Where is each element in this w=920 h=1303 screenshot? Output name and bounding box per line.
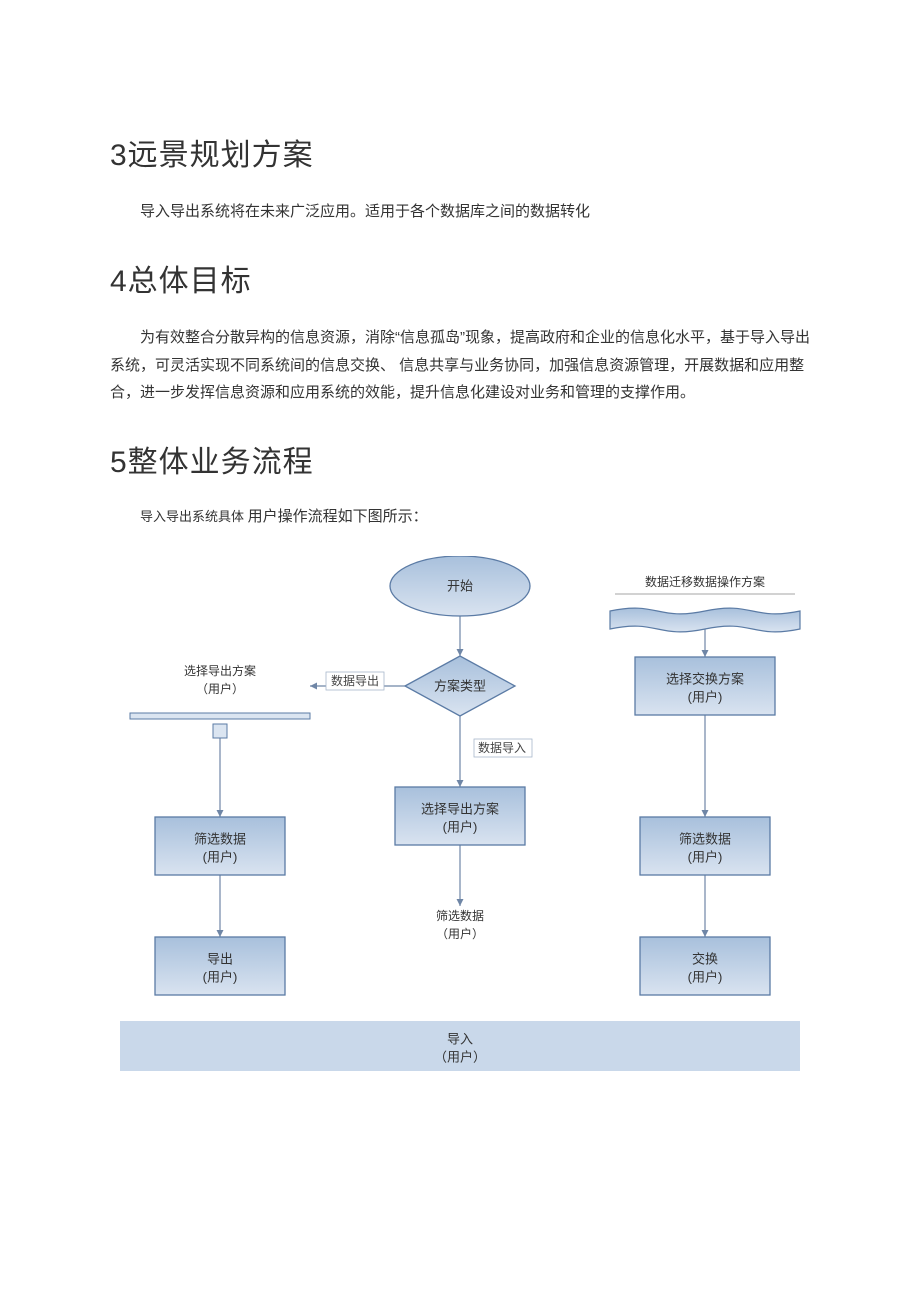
para-3: 导入导出系统将在未来广泛应用。适用于各个数据库之间的数据转化 [110,198,810,226]
svg-text:(用户): (用户) [688,689,723,704]
svg-text:筛选数据: 筛选数据 [436,908,484,923]
intro-main: 用户操作流程如下图所示： [248,508,428,525]
svg-text:（用户）: （用户） [434,1049,486,1064]
svg-text:方案类型: 方案类型 [434,678,486,693]
svg-text:筛选数据: 筛选数据 [194,831,246,846]
svg-text:数据导出: 数据导出 [331,673,379,688]
svg-text:(用户): (用户) [688,969,723,984]
svg-text:选择导出方案: 选择导出方案 [421,801,499,816]
svg-text:数据迁移数据操作方案: 数据迁移数据操作方案 [645,574,765,589]
page: 3远景规划方案 导入导出系统将在未来广泛应用。适用于各个数据库之间的数据转化 4… [0,0,920,1303]
heading-4: 4总体目标 [110,256,810,300]
heading-3: 3远景规划方案 [110,130,810,174]
heading-5: 5整体业务流程 [110,437,810,481]
svg-text:开始: 开始 [447,578,473,593]
para-5-intro: 导入导出系统具体 用户操作流程如下图所示： [110,505,810,526]
svg-text:交换: 交换 [692,951,718,966]
flowchart: 开始方案类型 数据迁移数据操作方案选择导出方案 （用户） 筛选数据 (用户) 导出 (用户)… [110,556,810,1116]
intro-prefix: 导入导出系统具体 [140,509,248,524]
svg-text:(用户): (用户) [203,849,238,864]
svg-text:导入: 导入 [447,1031,473,1046]
svg-text:导出: 导出 [207,951,233,966]
flowchart-svg: 开始方案类型 数据迁移数据操作方案选择导出方案 （用户） 筛选数据 (用户) 导出 (用户)… [110,556,810,1116]
para-4: 为有效整合分散异构的信息资源，消除“信息孤岛”现象，提高政府和企业的信息化水平，… [110,324,810,407]
svg-text:筛选数据: 筛选数据 [679,831,731,846]
svg-text:数据导入: 数据导入 [478,740,526,755]
svg-text:（用户）: （用户） [436,926,484,941]
svg-text:选择交换方案: 选择交换方案 [666,671,744,686]
svg-text:(用户): (用户) [443,819,478,834]
svg-text:（用户）: （用户） [196,681,244,696]
svg-text:(用户): (用户) [688,849,723,864]
svg-text:选择导出方案: 选择导出方案 [184,663,256,678]
svg-text:(用户): (用户) [203,969,238,984]
